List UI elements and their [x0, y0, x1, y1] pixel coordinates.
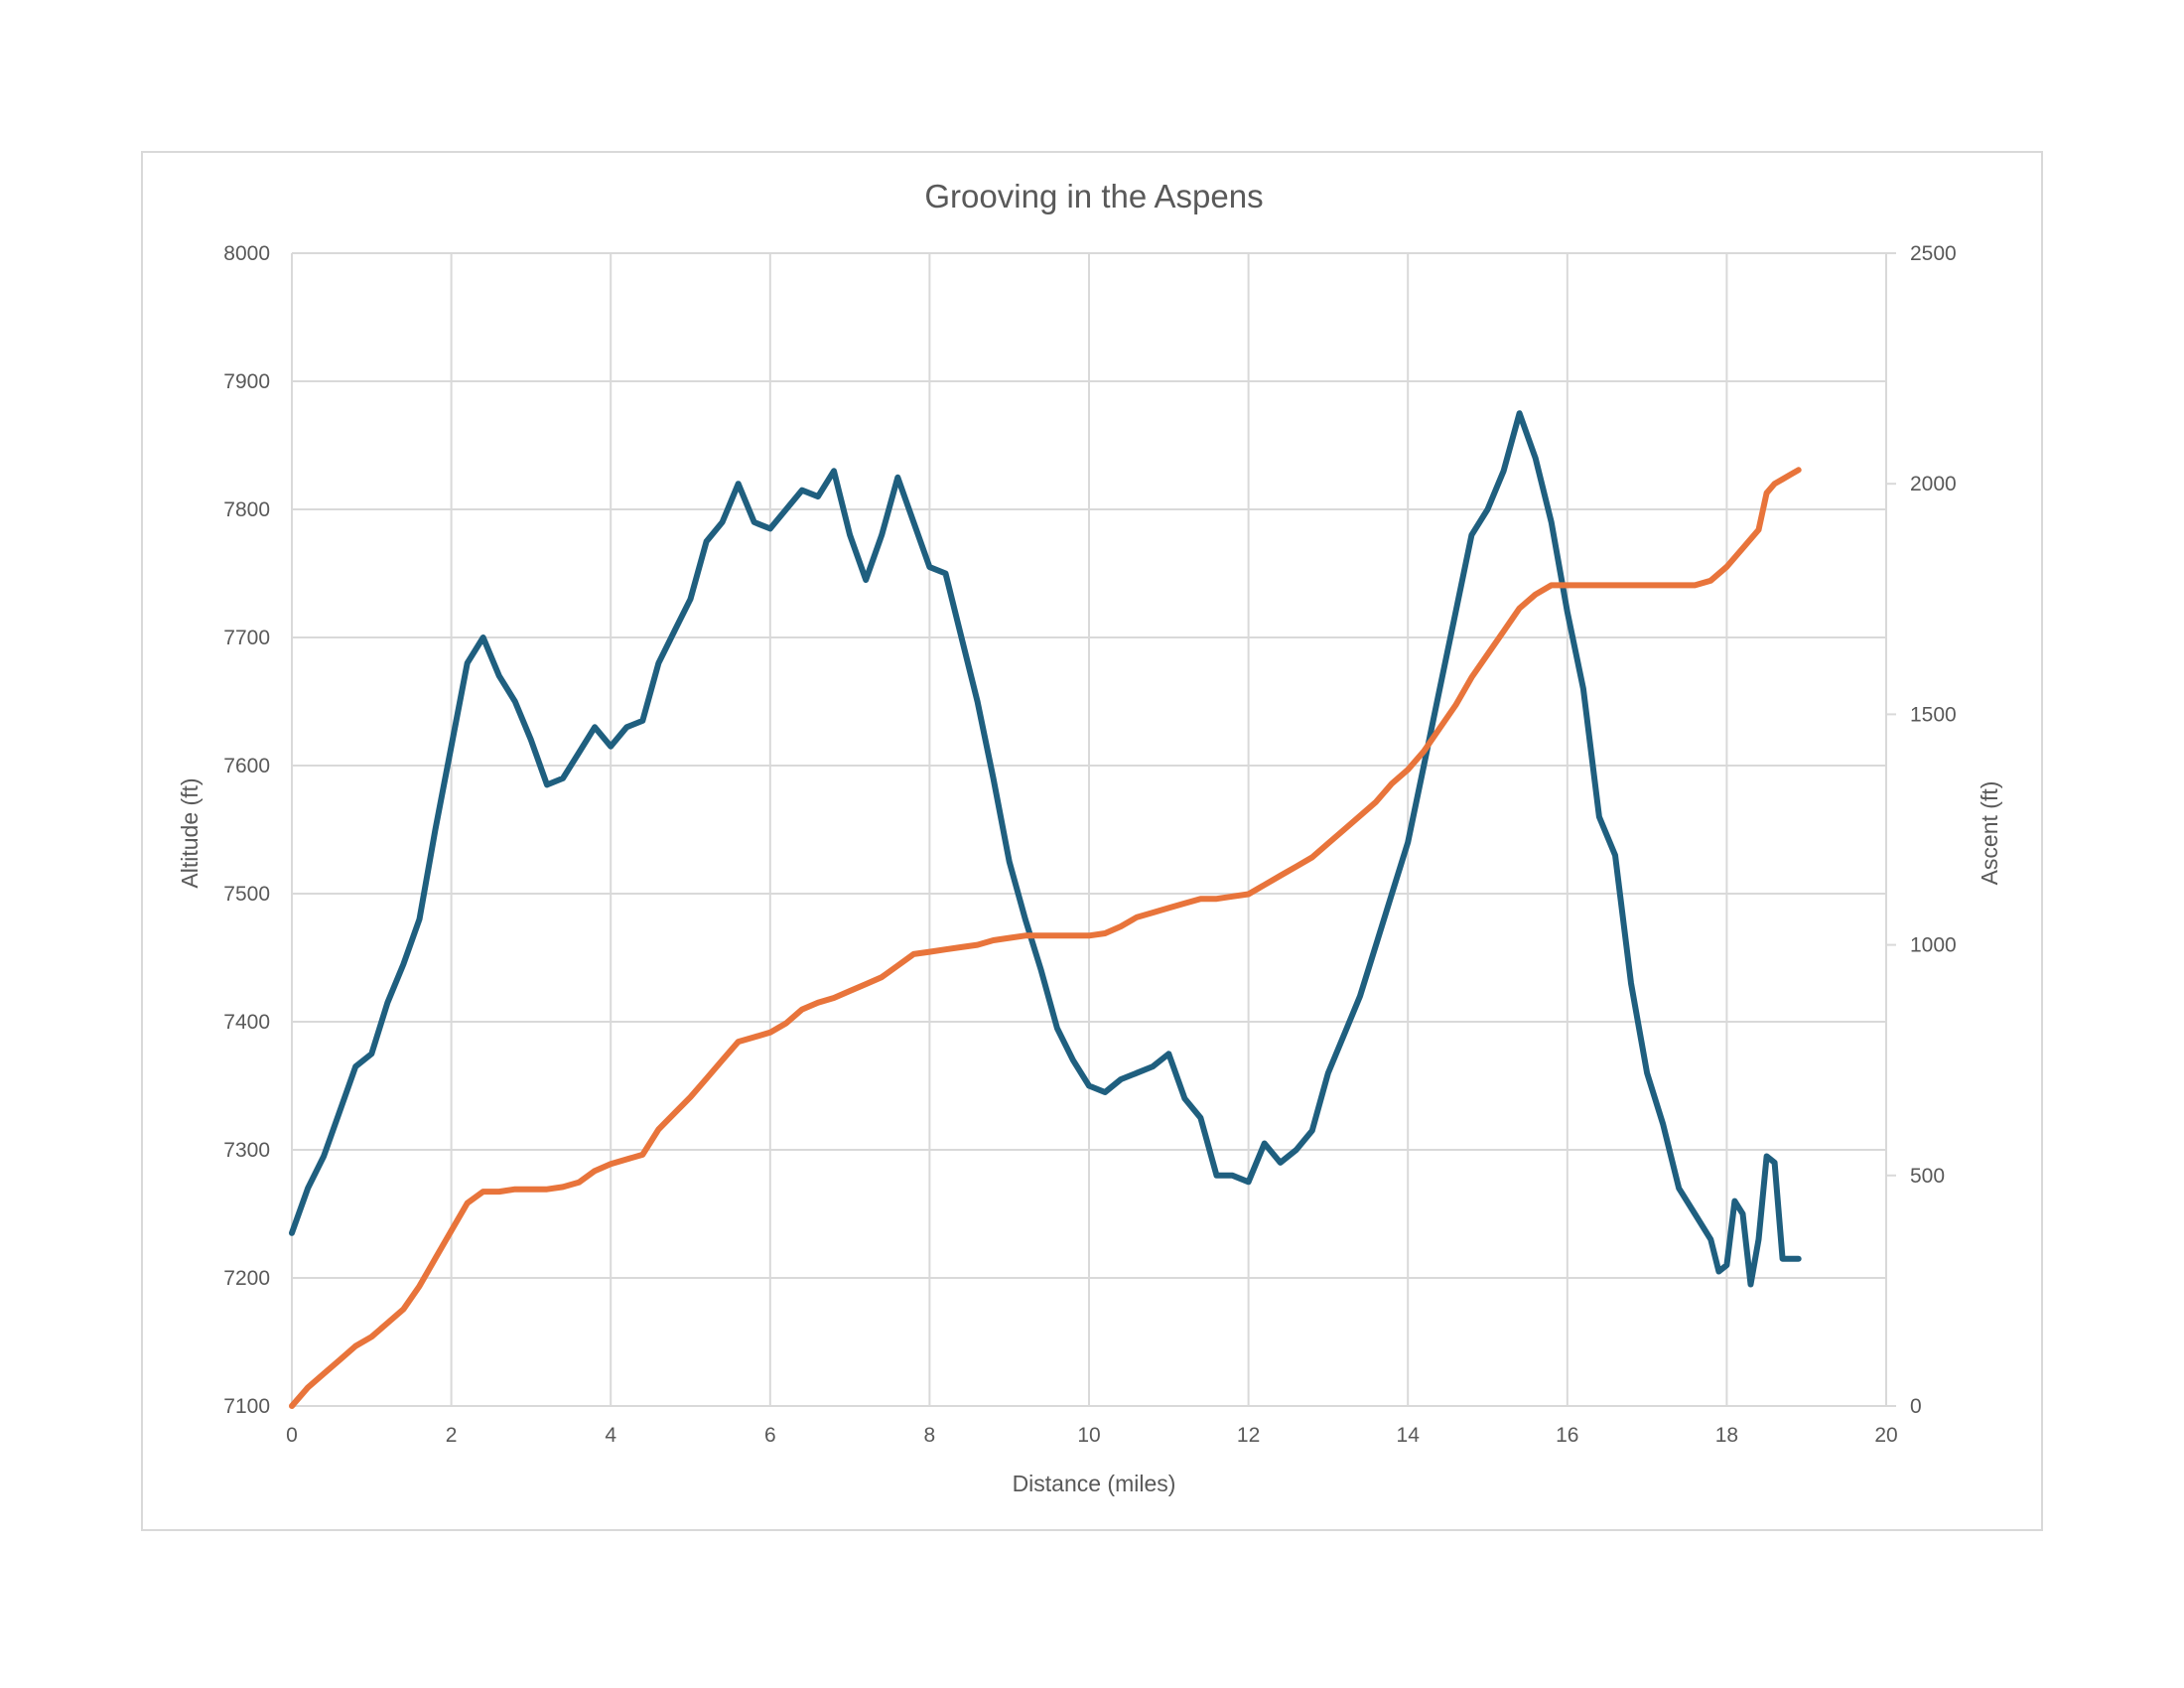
x-tick-label: 0 [286, 1424, 298, 1447]
y-tick-label: 7600 [223, 755, 270, 777]
y-tick-label: 7200 [223, 1267, 270, 1290]
x-tick-label: 6 [764, 1424, 776, 1447]
x-tick-label: 18 [1715, 1424, 1738, 1447]
y-tick-label: 7300 [223, 1139, 270, 1162]
y-tick-label: 7800 [223, 498, 270, 521]
y-tick-label: 7400 [223, 1011, 270, 1034]
ascent-series-line [289, 467, 1802, 1409]
y2-tick-label: 2000 [1910, 473, 1957, 495]
series-lines [289, 410, 1802, 1409]
y-tick-label: 7700 [223, 627, 270, 649]
x-tick-label: 8 [924, 1424, 936, 1447]
grid-lines [291, 252, 1896, 1407]
y2-tick-label: 1500 [1910, 703, 1957, 726]
x-tick-label: 16 [1556, 1424, 1578, 1447]
y-axis-title: Altitude (ft) [177, 777, 203, 888]
line-chart: 0 2 4 6 8 10 12 14 16 18 20 7100 7200 7300 7400 7500 760… [177, 178, 2002, 1496]
x-tick-label: 10 [1077, 1424, 1100, 1447]
chart-frame: 0 2 4 6 8 10 12 14 16 18 20 7100 7200 7300 7400 7500 760… [141, 151, 2043, 1531]
x-tick-label: 20 [1874, 1424, 1897, 1447]
x-tick-label: 2 [446, 1424, 458, 1447]
y-tick-label: 7500 [223, 883, 270, 906]
y-tick-label: 7900 [223, 370, 270, 393]
y2-tick-label: 1000 [1910, 934, 1957, 957]
x-tick-label: 4 [605, 1424, 616, 1447]
y2-tick-label: 500 [1910, 1165, 1945, 1188]
y2-tick-label: 0 [1910, 1395, 1922, 1418]
tick-labels: 0 2 4 6 8 10 12 14 16 18 20 7100 7200 7300 7400 7500 760… [223, 242, 1956, 1447]
y2-tick-label: 2500 [1910, 242, 1957, 265]
chart-title: Grooving in the Aspens [924, 178, 1263, 214]
altitude-series-line [289, 410, 1802, 1288]
x-tick-label: 14 [1397, 1424, 1421, 1447]
x-axis-title: Distance (miles) [1013, 1471, 1176, 1496]
y-tick-label: 8000 [223, 242, 270, 265]
x-tick-label: 12 [1237, 1424, 1260, 1447]
y-tick-label: 7100 [223, 1395, 270, 1418]
y2-axis-title: Ascent (ft) [1977, 781, 2002, 886]
